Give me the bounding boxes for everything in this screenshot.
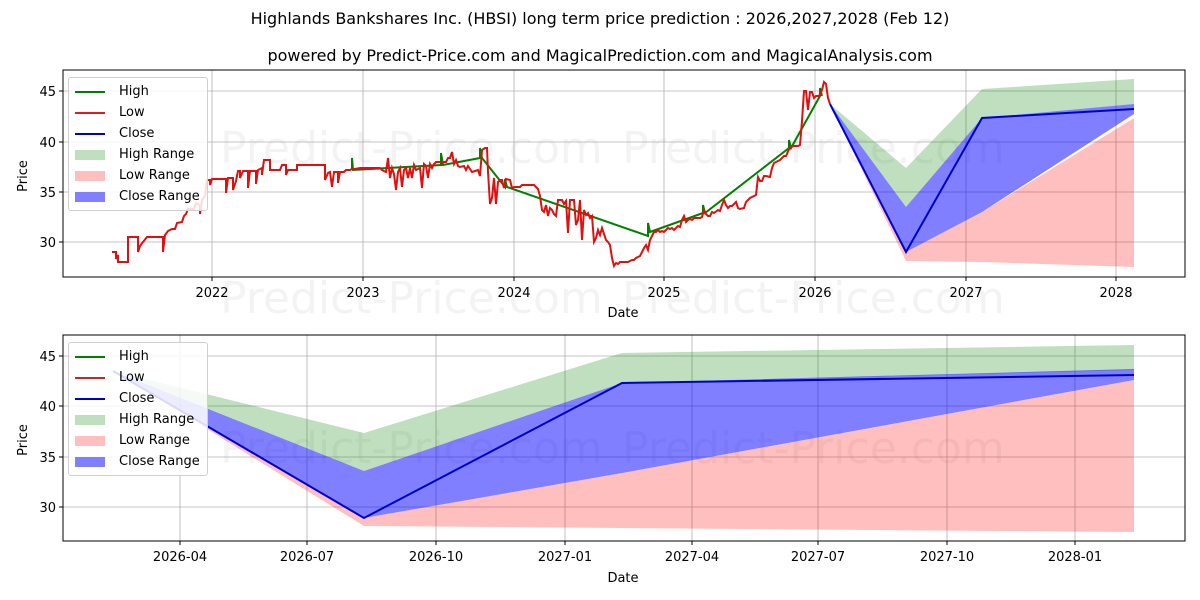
legend-item-high: High	[75, 81, 200, 102]
y-tick-labels: 45 40 35 30	[39, 350, 56, 516]
legend-item-high: High	[75, 346, 200, 367]
legend-item-close: Close	[75, 388, 200, 409]
legend-top: High Low Close High Range Low Range Clos…	[68, 77, 208, 211]
legend-item-close: Close	[75, 123, 200, 144]
watermark: Predict-Price.com	[622, 123, 1005, 174]
svg-text:2027-10: 2027-10	[920, 550, 974, 565]
y-axis-label: Price	[16, 160, 31, 192]
close-range-swatch-icon	[75, 456, 105, 467]
legend-item-low-range: Low Range	[75, 165, 200, 186]
plot-frame	[62, 69, 1186, 278]
high-range-swatch-icon	[75, 149, 105, 160]
svg-text:2028-01: 2028-01	[1048, 550, 1102, 565]
chart-title: Highlands Bankshares Inc. (HBSI) long te…	[250, 9, 950, 28]
svg-text:40: 40	[39, 136, 56, 151]
low-range-swatch-icon	[75, 435, 105, 446]
svg-text:2026-07: 2026-07	[280, 550, 334, 565]
legend-bottom: High Low Close High Range Low Range Clos…	[68, 342, 208, 476]
svg-text:2023: 2023	[346, 286, 379, 301]
svg-text:2026: 2026	[798, 286, 831, 301]
close-range-area	[830, 104, 1134, 252]
svg-text:35: 35	[39, 451, 56, 466]
low-line-swatch-icon	[75, 376, 105, 379]
high-range-area	[113, 345, 1134, 471]
close-forecast-line	[829, 103, 1135, 255]
x-axis-label: Date	[607, 571, 638, 586]
y-axis-label: Price	[16, 424, 31, 456]
close-line-swatch-icon	[75, 397, 105, 400]
legend-item-high-range: High Range	[75, 144, 200, 165]
close-line-swatch-icon	[75, 132, 105, 135]
svg-text:30: 30	[39, 501, 56, 516]
svg-text:2027: 2027	[949, 286, 982, 301]
x-axis-label: Date	[607, 306, 638, 321]
legend-item-close-range: Close Range	[75, 451, 200, 472]
svg-text:2028: 2028	[1099, 286, 1132, 301]
low-history-line	[112, 80, 831, 269]
x-tick-labels: 2026-04 2026-07 2026-10 2027-01 2027-04 …	[153, 550, 1102, 565]
low-range-area	[113, 371, 1134, 532]
low-range-area	[830, 104, 1134, 267]
low-line-swatch-icon	[75, 111, 105, 114]
watermark: Predict-Price.com	[220, 273, 603, 324]
svg-text:40: 40	[39, 400, 56, 415]
svg-text:30: 30	[39, 236, 56, 251]
close-range-area	[113, 369, 1134, 518]
svg-text:2027-01: 2027-01	[538, 550, 592, 565]
svg-text:2025: 2025	[647, 286, 680, 301]
legend-item-close-range: Close Range	[75, 186, 200, 207]
chart-subtitle: powered by Predict-Price.com and Magical…	[267, 46, 933, 65]
high-line-swatch-icon	[75, 355, 105, 358]
top-chart: Predict-Price.com Predict-Price.com Pred…	[16, 69, 1186, 324]
legend-item-high-range: High Range	[75, 409, 200, 430]
svg-text:45: 45	[39, 350, 56, 365]
high-history-line	[351, 87, 823, 238]
plot-frame	[62, 334, 1186, 542]
svg-text:2022: 2022	[195, 286, 228, 301]
bottom-chart: Predict-Price.com Predict-Price.com	[16, 334, 1186, 586]
legend-item-low: Low	[75, 367, 200, 388]
svg-text:2027-07: 2027-07	[791, 550, 845, 565]
y-tick-labels: 45 40 35 30	[39, 85, 56, 251]
low-range-swatch-icon	[75, 170, 105, 181]
legend-item-low-range: Low Range	[75, 430, 200, 451]
watermark: Predict-Price.com	[622, 273, 1005, 324]
svg-text:2026-04: 2026-04	[153, 550, 207, 565]
close-range-swatch-icon	[75, 191, 105, 202]
legend-item-low: Low	[75, 102, 200, 123]
high-line-swatch-icon	[75, 90, 105, 93]
svg-text:2024: 2024	[497, 286, 530, 301]
high-range-swatch-icon	[75, 414, 105, 425]
svg-text:35: 35	[39, 186, 56, 201]
close-forecast-line	[112, 370, 1135, 520]
svg-text:2026-10: 2026-10	[409, 550, 463, 565]
svg-text:45: 45	[39, 85, 56, 100]
x-tick-labels: 2022 2023 2024 2025 2026 2027 2028	[195, 286, 1132, 301]
svg-text:2027-04: 2027-04	[665, 550, 719, 565]
